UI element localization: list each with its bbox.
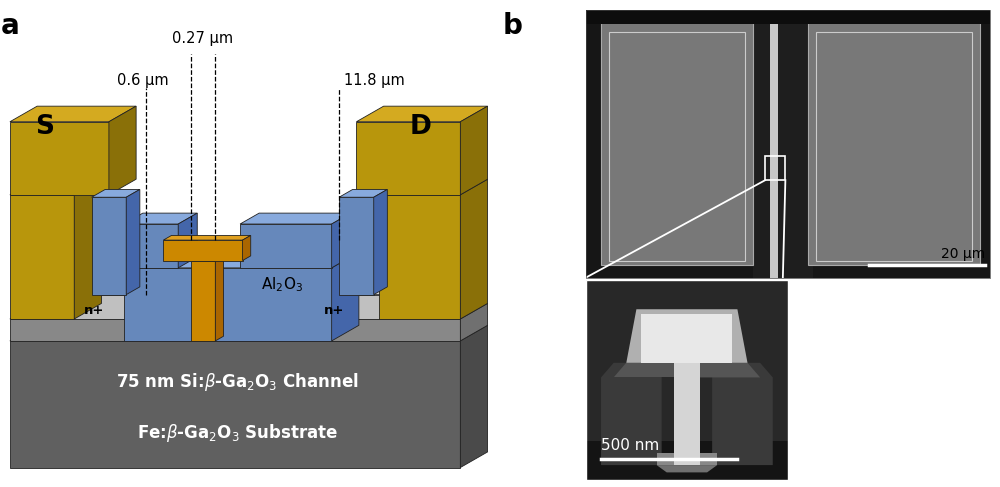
Polygon shape — [356, 122, 460, 195]
Text: 0.6 μm: 0.6 μm — [117, 73, 168, 88]
Polygon shape — [700, 363, 760, 377]
Polygon shape — [243, 235, 251, 261]
Polygon shape — [124, 252, 359, 268]
Polygon shape — [191, 261, 215, 341]
Bar — [586, 441, 788, 480]
Bar — [770, 10, 778, 278]
Polygon shape — [307, 295, 384, 319]
Polygon shape — [163, 235, 251, 240]
Polygon shape — [384, 279, 411, 319]
Polygon shape — [109, 106, 136, 195]
Text: Fe:$\beta$-Ga$_2$O$_3$ Substrate: Fe:$\beta$-Ga$_2$O$_3$ Substrate — [137, 422, 338, 445]
Polygon shape — [124, 224, 178, 268]
Bar — [808, 22, 980, 265]
Text: a: a — [1, 12, 20, 40]
Bar — [586, 280, 788, 480]
Polygon shape — [614, 363, 674, 377]
Polygon shape — [124, 268, 332, 341]
Polygon shape — [215, 256, 223, 341]
Polygon shape — [10, 179, 101, 195]
Polygon shape — [240, 224, 332, 268]
Polygon shape — [307, 279, 411, 295]
Polygon shape — [178, 213, 197, 268]
Text: n+: n+ — [324, 304, 344, 317]
Bar — [641, 314, 732, 363]
Text: b: b — [503, 12, 522, 40]
Polygon shape — [657, 453, 717, 465]
Text: Al$_2$O$_3$: Al$_2$O$_3$ — [261, 276, 303, 294]
Polygon shape — [356, 106, 488, 122]
Polygon shape — [74, 179, 101, 319]
Text: 75 nm Si:$\beta$-Ga$_2$O$_3$ Channel: 75 nm Si:$\beta$-Ga$_2$O$_3$ Channel — [116, 371, 359, 393]
Bar — [765, 156, 785, 180]
Bar — [609, 32, 745, 261]
Polygon shape — [10, 195, 74, 319]
Polygon shape — [379, 195, 460, 319]
Polygon shape — [191, 256, 223, 261]
Text: S: S — [35, 113, 54, 140]
Polygon shape — [10, 319, 460, 341]
Polygon shape — [601, 363, 662, 465]
Polygon shape — [10, 122, 109, 195]
Polygon shape — [339, 197, 374, 295]
Polygon shape — [240, 213, 351, 224]
Bar — [586, 280, 788, 480]
Polygon shape — [339, 189, 387, 197]
Text: D: D — [410, 113, 432, 140]
Polygon shape — [10, 325, 488, 341]
Bar — [586, 10, 990, 24]
Polygon shape — [69, 295, 146, 319]
Polygon shape — [460, 106, 488, 195]
Polygon shape — [379, 179, 488, 195]
Bar — [586, 280, 788, 480]
Polygon shape — [10, 303, 488, 319]
Polygon shape — [374, 189, 387, 295]
Text: n+: n+ — [84, 304, 104, 317]
Bar — [601, 22, 753, 265]
Polygon shape — [10, 341, 460, 468]
Polygon shape — [92, 189, 140, 197]
Bar — [674, 348, 700, 465]
Polygon shape — [657, 465, 717, 472]
Polygon shape — [146, 279, 173, 319]
Polygon shape — [126, 189, 140, 295]
Polygon shape — [626, 309, 748, 363]
Text: 20 μm: 20 μm — [941, 246, 985, 261]
Polygon shape — [332, 213, 351, 268]
Polygon shape — [332, 252, 359, 341]
Polygon shape — [712, 363, 773, 465]
Polygon shape — [69, 279, 173, 295]
Polygon shape — [10, 106, 136, 122]
Polygon shape — [460, 303, 488, 341]
Text: 0.27 μm: 0.27 μm — [172, 31, 234, 46]
Polygon shape — [124, 213, 197, 224]
Polygon shape — [163, 240, 243, 261]
Polygon shape — [92, 197, 126, 295]
Bar — [586, 10, 990, 278]
Bar — [753, 10, 813, 278]
Bar — [586, 10, 990, 278]
Text: 500 nm: 500 nm — [601, 438, 659, 453]
Bar — [816, 32, 972, 261]
Text: 11.8 μm: 11.8 μm — [344, 73, 405, 88]
Polygon shape — [460, 179, 488, 319]
Polygon shape — [460, 325, 488, 468]
